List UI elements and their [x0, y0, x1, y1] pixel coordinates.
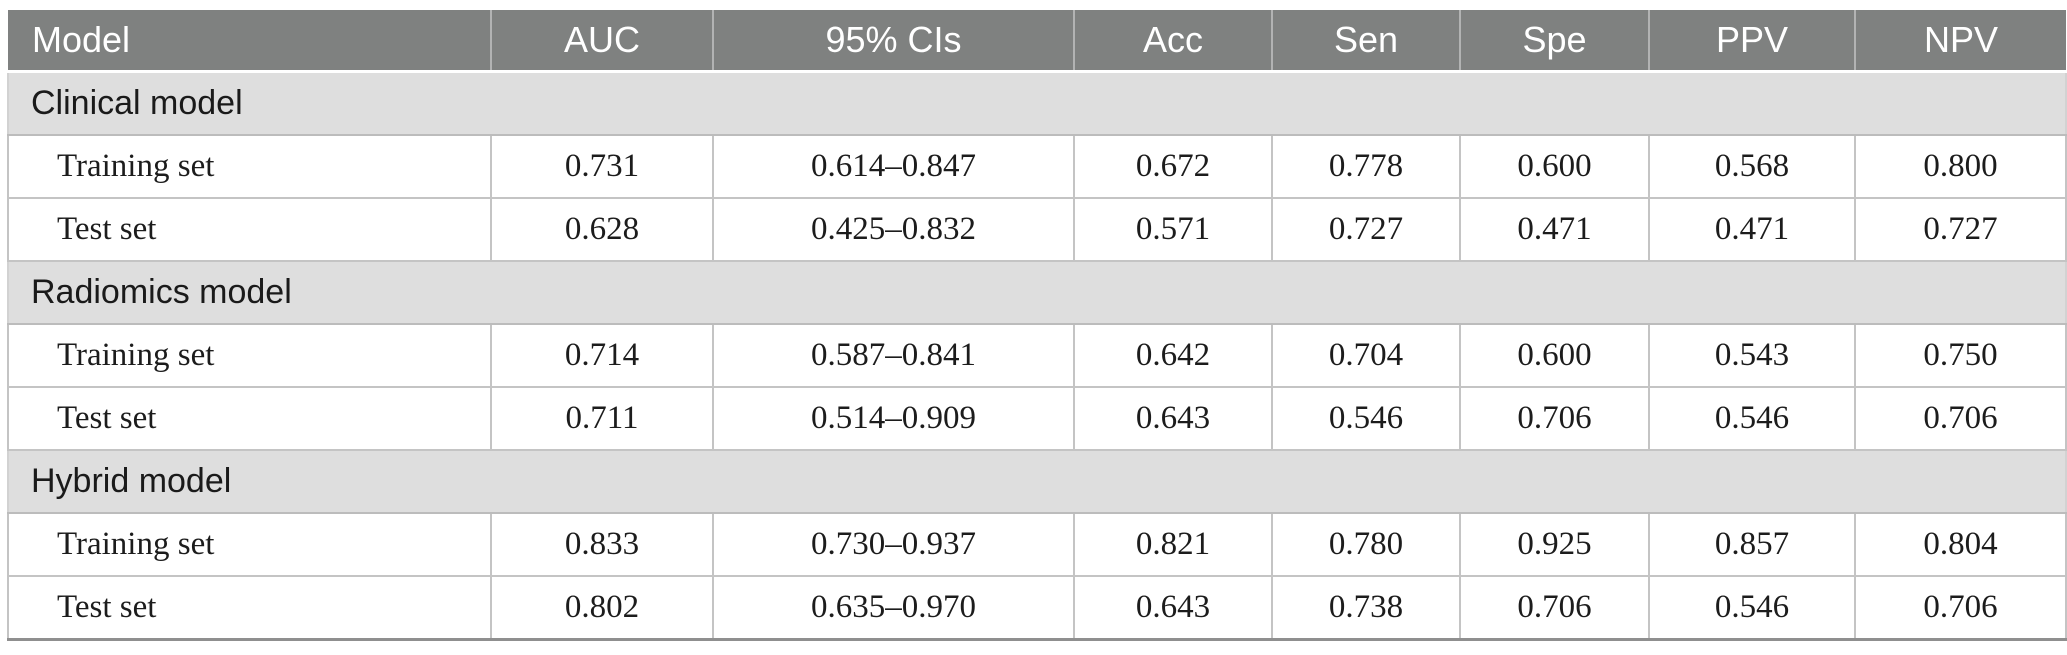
- table-row: Training set 0.731 0.614–0.847 0.672 0.778 0.…: [7, 134, 2067, 199]
- metric-value-npv: 0.750: [1854, 323, 2067, 388]
- column-header-model: Model: [8, 10, 492, 73]
- metric-value-acc: 0.642: [1073, 323, 1273, 388]
- metric-value-ci: 0.635–0.970: [712, 575, 1075, 641]
- metric-value-spe: 0.925: [1459, 512, 1650, 577]
- row-label: Training set: [7, 134, 492, 199]
- row-label: Test set: [7, 386, 492, 451]
- metric-value-sen: 0.704: [1271, 323, 1461, 388]
- metric-value-ppv: 0.471: [1648, 197, 1856, 262]
- metric-value-sen: 0.727: [1271, 197, 1461, 262]
- metric-value-npv: 0.706: [1854, 386, 2067, 451]
- metric-value-npv: 0.800: [1854, 134, 2067, 199]
- metric-value-sen: 0.778: [1271, 134, 1461, 199]
- row-label: Test set: [7, 575, 492, 641]
- section-name: Clinical model: [7, 70, 2067, 136]
- metric-value-ppv: 0.546: [1648, 386, 1856, 451]
- metric-value-auc: 0.833: [490, 512, 714, 577]
- metric-value-acc: 0.672: [1073, 134, 1273, 199]
- metric-value-ppv: 0.857: [1648, 512, 1856, 577]
- metric-value-auc: 0.731: [490, 134, 714, 199]
- section-row: Radiomics model: [7, 260, 2067, 325]
- metric-value-auc: 0.628: [490, 197, 714, 262]
- column-header-npv: NPV: [1855, 10, 2066, 73]
- metric-value-ci: 0.614–0.847: [712, 134, 1075, 199]
- metric-value-ci: 0.730–0.937: [712, 512, 1075, 577]
- row-label: Training set: [7, 512, 492, 577]
- metric-value-sen: 0.738: [1271, 575, 1461, 641]
- metric-value-spe: 0.471: [1459, 197, 1650, 262]
- column-header-ci: 95% CIs: [713, 10, 1075, 73]
- table-row: Test set 0.628 0.425–0.832 0.571 0.727 0.471 0…: [7, 197, 2067, 262]
- row-label: Training set: [7, 323, 492, 388]
- metric-value-ppv: 0.546: [1648, 575, 1856, 641]
- metric-value-ppv: 0.543: [1648, 323, 1856, 388]
- metric-value-spe: 0.600: [1459, 323, 1650, 388]
- table-row: Training set 0.714 0.587–0.841 0.642 0.704 0.…: [7, 323, 2067, 388]
- metric-value-acc: 0.571: [1073, 197, 1273, 262]
- metric-value-spe: 0.706: [1459, 386, 1650, 451]
- metric-value-spe: 0.600: [1459, 134, 1650, 199]
- metric-value-ppv: 0.568: [1648, 134, 1856, 199]
- section-name: Hybrid model: [7, 449, 2067, 514]
- metric-value-auc: 0.802: [490, 575, 714, 641]
- table-header: Model AUC 95% CIs Acc Sen Spe PPV NPV: [8, 10, 2066, 73]
- table-row: Test set 0.802 0.635–0.970 0.643 0.738 0.706 0…: [7, 575, 2067, 641]
- column-header-auc: AUC: [491, 10, 714, 73]
- metric-value-ci: 0.587–0.841: [712, 323, 1075, 388]
- table-row: Test set 0.711 0.514–0.909 0.643 0.546 0.706 0…: [7, 386, 2067, 451]
- section-row: Clinical model: [7, 70, 2067, 136]
- metrics-table: Model AUC 95% CIs Acc Sen Spe PPV NPV Cl…: [7, 10, 2067, 641]
- metric-value-acc: 0.821: [1073, 512, 1273, 577]
- metric-value-spe: 0.706: [1459, 575, 1650, 641]
- metric-value-sen: 0.780: [1271, 512, 1461, 577]
- column-header-spe: Spe: [1460, 10, 1650, 73]
- metric-value-acc: 0.643: [1073, 575, 1273, 641]
- metric-value-sen: 0.546: [1271, 386, 1461, 451]
- metric-value-ci: 0.514–0.909: [712, 386, 1075, 451]
- row-label: Test set: [7, 197, 492, 262]
- metric-value-npv: 0.706: [1854, 575, 2067, 641]
- table-body: Clinical model Training set 0.731 0.614–0.8…: [7, 70, 2067, 641]
- metric-value-npv: 0.727: [1854, 197, 2067, 262]
- table-row: Training set 0.833 0.730–0.937 0.821 0.780 0.…: [7, 512, 2067, 577]
- metric-value-auc: 0.714: [490, 323, 714, 388]
- metric-value-npv: 0.804: [1854, 512, 2067, 577]
- metric-value-ci: 0.425–0.832: [712, 197, 1075, 262]
- table-container: Model AUC 95% CIs Acc Sen Spe PPV NPV Cl…: [7, 10, 2067, 641]
- metric-value-acc: 0.643: [1073, 386, 1273, 451]
- column-header-ppv: PPV: [1649, 10, 1856, 73]
- column-header-sen: Sen: [1272, 10, 1461, 73]
- header-row: Model AUC 95% CIs Acc Sen Spe PPV NPV: [8, 10, 2066, 73]
- section-name: Radiomics model: [7, 260, 2067, 325]
- section-row: Hybrid model: [7, 449, 2067, 514]
- metric-value-auc: 0.711: [490, 386, 714, 451]
- column-header-acc: Acc: [1074, 10, 1273, 73]
